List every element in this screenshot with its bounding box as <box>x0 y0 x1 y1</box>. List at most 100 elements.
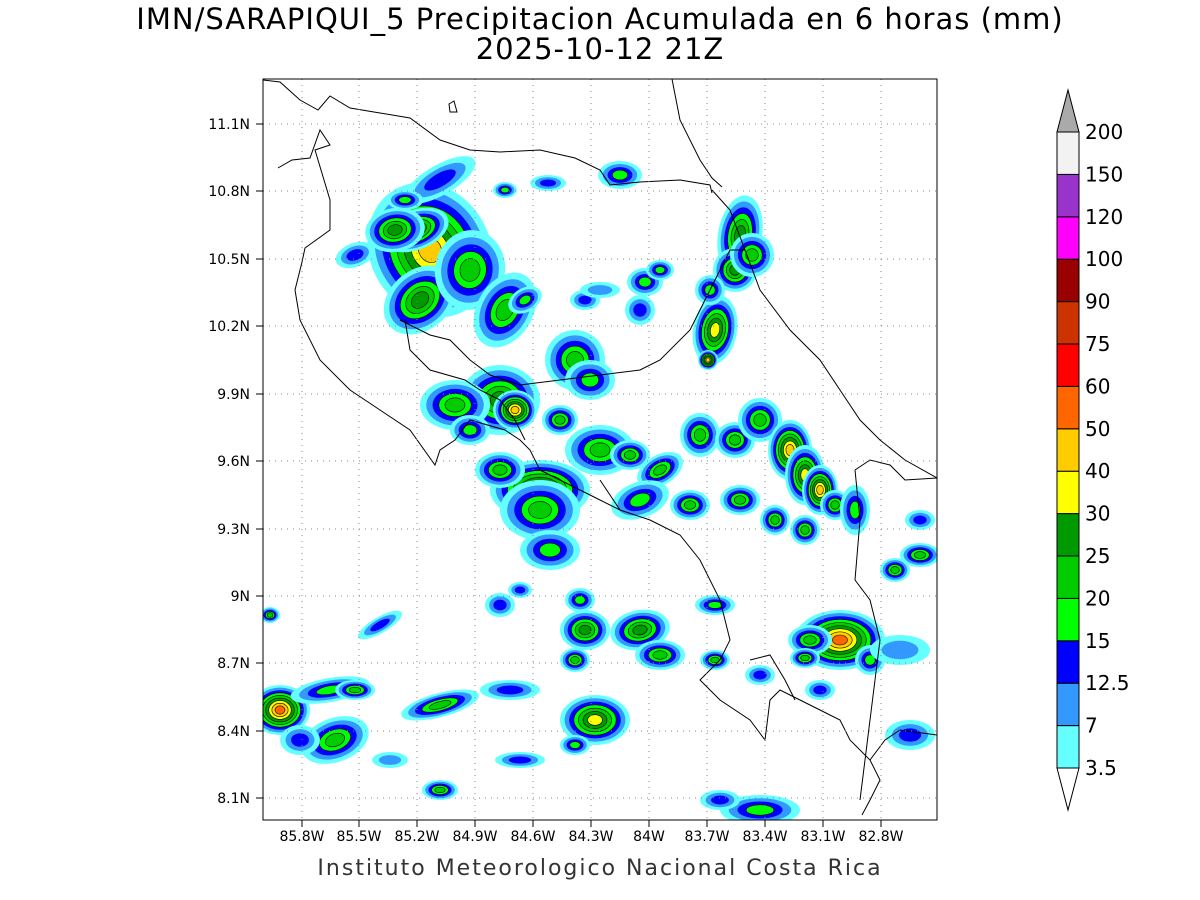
lon-label: 83.1W <box>800 829 845 845</box>
precip-cell <box>520 530 580 570</box>
precip-cell <box>530 175 566 191</box>
colorbar-label: 3.5 <box>1085 756 1117 780</box>
lat-label: 11.1N <box>208 117 250 133</box>
colorbar-label: 12.5 <box>1085 671 1130 695</box>
colorbar-label: 30 <box>1085 502 1110 526</box>
lon-label: 82.8W <box>858 829 903 845</box>
colorbar-label: 15 <box>1085 629 1110 653</box>
map-datetime: 2025-10-12 21Z <box>475 32 725 66</box>
precip-cell <box>905 510 935 530</box>
colorbar-swatch <box>1056 428 1080 472</box>
map-title: IMN/SARAPIQUI_5 Precipitacion Acumulada … <box>136 2 1064 36</box>
colorbar-swatch <box>1056 301 1080 345</box>
precip-cell <box>598 161 642 189</box>
precip-cell <box>387 190 423 210</box>
precip-cell <box>790 515 820 545</box>
precip-cell <box>560 735 590 755</box>
precip-cell <box>365 207 425 253</box>
colorbar-swatch <box>1056 597 1080 642</box>
precip-cell <box>700 790 740 810</box>
precip-cell <box>885 720 935 750</box>
colorbar-swatch <box>1056 725 1080 769</box>
coastlines <box>263 79 937 816</box>
precip-cell <box>698 350 718 370</box>
precip-cell <box>840 485 870 535</box>
lat-label: 10.8N <box>208 184 250 200</box>
precip-cell <box>738 398 782 442</box>
precip-cell <box>610 609 670 651</box>
precip-cell <box>745 665 775 685</box>
precip-cell <box>635 640 685 670</box>
precip-cell <box>335 241 375 269</box>
colorbar-swatch <box>1056 343 1080 387</box>
precip-cell <box>695 595 735 615</box>
precip-cell <box>404 156 476 204</box>
lon-label: 84.9W <box>452 829 497 845</box>
precip-cell <box>610 440 650 470</box>
precip-cell <box>560 610 610 650</box>
colorbar-swatch <box>1056 131 1080 175</box>
colorbar-swatch <box>1056 173 1080 218</box>
precip-cell <box>508 582 532 598</box>
precip-cell <box>493 390 537 430</box>
precip-cell <box>625 295 655 325</box>
lat-label: 8.7N <box>217 656 250 672</box>
precip-cell <box>357 610 403 640</box>
precip-cell <box>565 588 595 612</box>
colorbar-label: 40 <box>1085 459 1110 483</box>
precip-cell <box>542 405 578 435</box>
colorbar-label: 75 <box>1085 332 1110 356</box>
precip-cell <box>475 452 525 488</box>
colorbar-swatch <box>1056 682 1080 727</box>
colorbar-label: 200 <box>1085 120 1123 144</box>
lon-label: 83.7W <box>684 829 729 845</box>
precip-cell <box>805 680 835 700</box>
precip-cell <box>560 695 630 745</box>
colorbar-swatch <box>1056 216 1080 260</box>
lon-label: 85.8W <box>279 829 324 845</box>
precip-cell <box>560 648 590 672</box>
lat-label: 10.5N <box>208 252 250 268</box>
precip-cell <box>720 485 760 515</box>
precip-cell <box>500 480 580 540</box>
colorbar-swatch <box>1056 385 1080 430</box>
colorbar-label: 50 <box>1085 417 1110 441</box>
precip-cell <box>383 265 457 335</box>
colorbar-label: 90 <box>1085 290 1110 314</box>
precip-cell <box>422 780 458 800</box>
precip-cell <box>880 558 910 582</box>
colorbar-label: 20 <box>1085 586 1110 610</box>
precip-cell <box>670 490 710 520</box>
lon-label: 84.3W <box>568 829 613 845</box>
precip-cell <box>760 505 790 535</box>
precip-cell <box>900 543 937 567</box>
colorbar: 3.5 7 12.5 15 20 25 30 40 50 60 75 90 100 120 150 200 <box>1056 88 1130 812</box>
colorbar-min-triangle <box>1056 767 1080 812</box>
precip-cell <box>720 795 800 820</box>
precip-cell <box>263 607 280 623</box>
precip-cell <box>301 716 369 764</box>
colorbar-swatch <box>1056 470 1080 515</box>
footer-credit: Instituto Meteorologico Nacional Costa R… <box>317 856 883 881</box>
longitude-labels: 85.8W 85.5W 85.2W 84.9W 84.6W 84.3W 84W 83.7W 83… <box>279 820 904 845</box>
precip-cell <box>611 480 669 520</box>
precip-cell <box>565 360 615 400</box>
lon-label: 84W <box>633 829 665 845</box>
colorbar-swatch <box>1056 513 1080 557</box>
lat-label: 8.4N <box>217 724 250 740</box>
colorbar-swatch <box>1056 555 1080 599</box>
colorbar-label: 100 <box>1085 247 1123 271</box>
lat-label: 9.3N <box>217 522 250 538</box>
precip-cell <box>335 680 375 700</box>
precip-cell <box>680 413 720 457</box>
graticule <box>263 79 937 820</box>
precip-cell <box>870 635 930 665</box>
precip-cell <box>495 752 545 768</box>
precip-cell <box>790 648 820 668</box>
colorbar-max-triangle <box>1056 88 1080 133</box>
lon-label: 85.2W <box>394 829 439 845</box>
lat-label: 9.9N <box>217 387 250 403</box>
precip-cell <box>480 680 540 700</box>
lon-label: 85.5W <box>336 829 381 845</box>
